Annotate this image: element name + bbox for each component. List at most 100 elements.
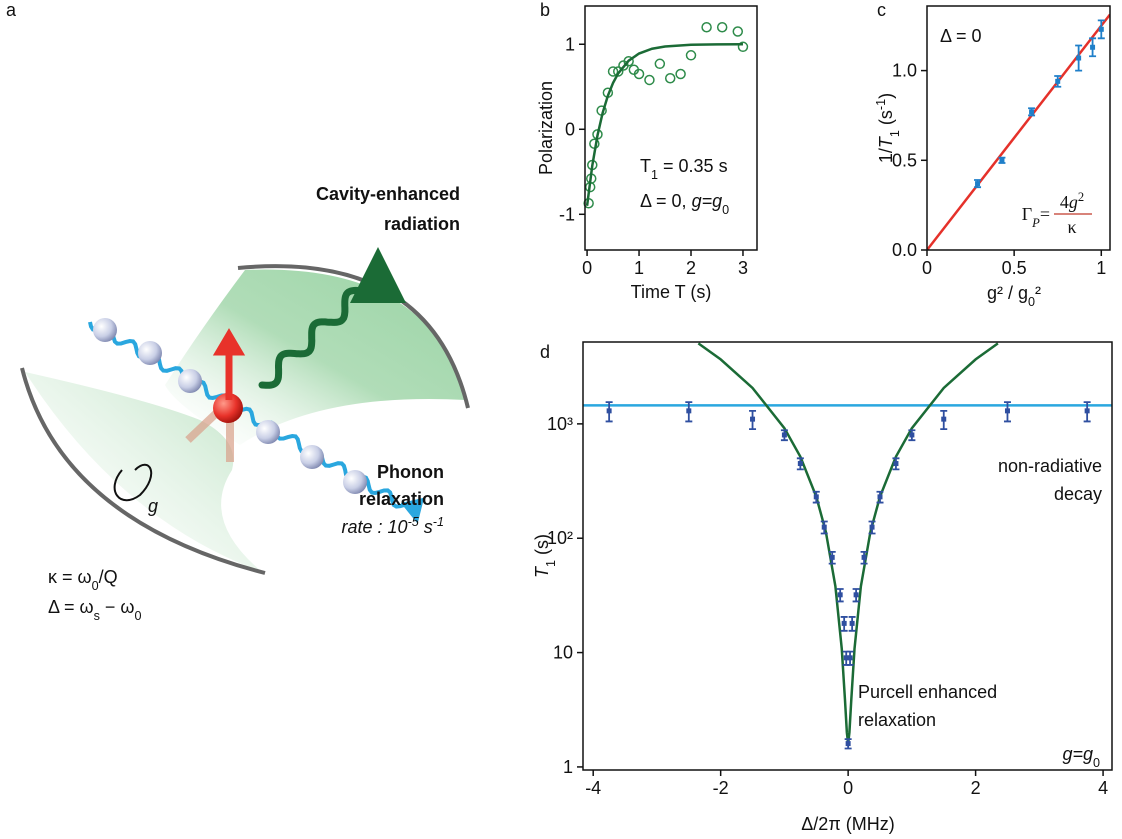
text-part: κ: [1067, 217, 1076, 237]
rate-label: rate : 10-5 s-1: [342, 515, 444, 537]
data-point: [613, 66, 624, 77]
data-point: [654, 58, 666, 70]
text-part: Δ = 0,: [640, 191, 692, 211]
data-point: [664, 73, 676, 84]
spin-arrow: [212, 328, 246, 400]
text-part: 0: [1093, 756, 1100, 770]
text-part: relaxation: [858, 710, 936, 730]
data-point: [716, 22, 728, 33]
x-tick-label: 1: [634, 258, 644, 278]
x-tick-label: 0: [582, 258, 592, 278]
data-point: [843, 655, 849, 661]
text-part: g: [1069, 192, 1078, 212]
text-part: /Q: [99, 567, 118, 587]
text-part: 0: [92, 579, 99, 593]
data-point: [847, 655, 853, 661]
atom: [343, 470, 367, 494]
text-part: Purcell enhanced: [858, 682, 997, 702]
phonon-chain: [88, 318, 425, 524]
data-point: [1004, 408, 1010, 414]
x-tick-label: 1: [1096, 258, 1106, 278]
y-axis-label: Polarization: [536, 81, 556, 175]
data-point: [633, 68, 645, 80]
y-tick-label: 0.0: [892, 240, 917, 260]
text-part: rate : 10: [342, 517, 408, 537]
text-part: -1: [433, 515, 444, 529]
plot-frame: [584, 5, 758, 251]
y-axis-label: T1 (s): [532, 534, 558, 578]
annotation: decay: [1054, 484, 1102, 504]
data-point: [1090, 44, 1096, 50]
y-axis-label: 1/T1 (s-1): [874, 93, 902, 163]
panel-label: b: [540, 0, 550, 20]
atom: [178, 369, 202, 393]
x-tick-label: 2: [971, 778, 981, 798]
y-tick-label: 1.0: [892, 61, 917, 81]
text-part: 1: [651, 168, 658, 182]
x-tick-label: 0: [843, 778, 853, 798]
y-tick-label: -1: [559, 204, 575, 224]
fit-line: [585, 43, 743, 206]
formula-numerator: 4g2: [1060, 190, 1084, 212]
y-tick-label: 10: [553, 643, 573, 663]
text-part: T: [532, 565, 552, 578]
text-part: P: [1031, 216, 1040, 230]
x-tick-label: 0.5: [1002, 258, 1027, 278]
phonon-label: relaxation: [359, 489, 444, 509]
x-tick-label: 2: [686, 258, 696, 278]
phonon-label: Phonon: [377, 462, 444, 482]
data-point: [999, 157, 1005, 163]
text-part: decay: [1054, 484, 1102, 504]
text-part: s: [419, 517, 433, 537]
text-part: g=g: [1062, 744, 1093, 764]
data-point: [607, 66, 619, 77]
text-part: T: [876, 135, 896, 148]
text-part: 1: [888, 130, 902, 137]
data-point: [837, 592, 843, 598]
annotation: Purcell enhanced: [858, 682, 997, 702]
text-part: 2: [1078, 190, 1084, 204]
data-point: [1076, 55, 1082, 61]
text-part: Δ = 0: [940, 26, 982, 46]
data-point: [853, 592, 859, 598]
data-point: [623, 56, 634, 67]
y-tick-label: 1: [565, 34, 575, 54]
y-tick-label: 0: [565, 119, 575, 139]
data-point: [797, 461, 803, 467]
text-part: -5: [408, 515, 420, 529]
panel-label: a: [6, 0, 17, 20]
text-part: Δ = ω: [48, 597, 94, 617]
data-point: [701, 22, 712, 33]
y-tick-label: 0.5: [892, 150, 917, 170]
x-tick-label: 0: [922, 258, 932, 278]
atom: [300, 445, 324, 469]
annotation: relaxation: [858, 710, 936, 730]
panel-label: d: [540, 342, 550, 362]
text-part: 1/: [876, 148, 896, 163]
annotation: non-radiative: [998, 456, 1102, 476]
text-part: 0: [134, 609, 141, 623]
text-part: ²: [1035, 283, 1041, 303]
atom: [256, 420, 280, 444]
radiation-label: radiation: [384, 214, 460, 234]
x-tick-label: -2: [713, 778, 729, 798]
kappa-label: κ = ω0/Q: [48, 567, 118, 593]
text-part: ): [876, 93, 896, 99]
plot-frame: [582, 341, 1113, 771]
annotation: Δ = 0: [940, 26, 982, 46]
x-tick-label: 4: [1098, 778, 1108, 798]
left-mirror: [20, 367, 266, 575]
text-part: non-radiative: [998, 456, 1102, 476]
text-part: (s): [532, 534, 552, 560]
data-point: [869, 524, 875, 530]
data-point: [861, 554, 867, 560]
data-point: [732, 26, 744, 37]
annotation: Δ = 0, g=g0: [640, 191, 729, 217]
cavity-diagram: [20, 247, 470, 575]
x-axis-label: Time T (s): [631, 282, 712, 302]
data-point: [975, 181, 981, 187]
annotation: T1 = 0.35 s: [640, 156, 728, 182]
formula-denominator: κ: [1067, 217, 1076, 237]
panel-label: c: [877, 0, 886, 20]
text-part: κ = ω: [48, 567, 92, 587]
